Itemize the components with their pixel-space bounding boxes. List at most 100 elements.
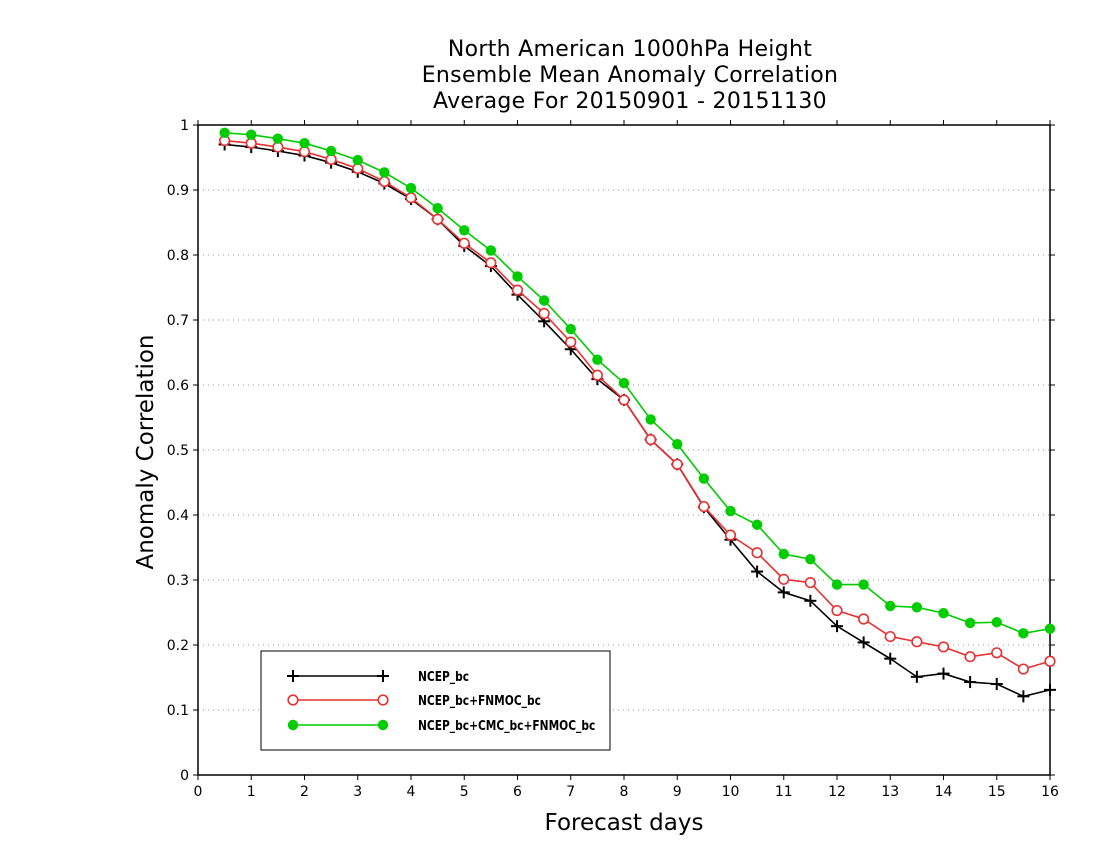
chart-title-line-3: Average For 20150901 - 20151130 [433, 89, 827, 114]
x-tick-label: 7 [566, 784, 575, 800]
legend-marker [287, 719, 299, 731]
data-point [565, 336, 577, 348]
data-point [645, 414, 656, 425]
x-tick-label: 1 [247, 784, 256, 800]
legend-marker [377, 719, 389, 731]
y-tick-label: 0.5 [167, 443, 189, 459]
data-point [459, 225, 470, 236]
data-point [538, 295, 550, 306]
x-axis-label: Forecast days [544, 810, 704, 836]
data-point [937, 641, 950, 653]
data-point [219, 127, 230, 138]
data-point [725, 505, 736, 517]
data-point [485, 257, 497, 269]
data-point [1018, 628, 1029, 639]
data-point [645, 434, 657, 446]
x-tick-label: 4 [407, 784, 416, 800]
data-point [458, 237, 470, 249]
legend-marker [287, 694, 299, 706]
data-point [964, 617, 976, 629]
legend: NCEP_bc NCEP_bc+FNMOC_bc NCEP_bc+CMC_bc+FN… [260, 650, 611, 751]
data-point [671, 458, 683, 470]
data-point [911, 602, 923, 613]
data-point [299, 138, 310, 149]
y-tick-label: 0.6 [167, 378, 189, 394]
data-point [805, 554, 816, 565]
data-point [804, 576, 816, 589]
x-tick-label: 12 [828, 784, 846, 800]
series-1 [219, 135, 1056, 675]
data-point [538, 307, 550, 320]
y-tick-label: 0.3 [167, 573, 189, 589]
data-point [964, 651, 976, 663]
data-point [1044, 655, 1056, 667]
data-point [485, 245, 497, 256]
data-point [884, 652, 897, 665]
x-tick-label: 13 [881, 784, 899, 800]
y-tick-label: 0.7 [167, 313, 189, 329]
data-point [432, 213, 444, 225]
data-point [884, 630, 896, 643]
data-point [1044, 683, 1056, 696]
data-point [565, 323, 576, 335]
data-point [246, 129, 257, 140]
data-point [511, 284, 524, 296]
y-tick-label: 1 [180, 118, 189, 134]
data-point [911, 636, 923, 648]
x-tick-label: 2 [300, 784, 309, 800]
y-tick-label: 0.9 [167, 183, 189, 199]
data-point [1017, 663, 1029, 675]
data-point [405, 182, 417, 194]
data-point [405, 192, 417, 204]
data-point [937, 667, 950, 680]
data-point [964, 676, 977, 689]
data-point [990, 678, 1003, 690]
x-tick-label: 10 [722, 784, 740, 800]
data-point [831, 604, 843, 617]
data-point [751, 547, 763, 559]
data-point [325, 145, 337, 157]
data-point [698, 473, 710, 484]
x-tick-label: 9 [673, 784, 682, 800]
data-point [858, 613, 870, 625]
data-point [991, 647, 1003, 659]
data-point [831, 579, 843, 590]
data-point [592, 354, 603, 365]
y-tick-label: 0.8 [167, 248, 189, 264]
legend-label: NCEP_bc [418, 669, 469, 685]
data-point [1017, 690, 1030, 703]
data-point [591, 369, 603, 381]
series-line [224, 132, 1051, 635]
series-2 [219, 127, 1056, 639]
y-tick-label: 0.2 [167, 638, 189, 654]
x-tick-label: 5 [460, 784, 469, 800]
data-point [778, 573, 790, 585]
chart-title-line-1: North American 1000hPa Height [447, 37, 813, 62]
y-tick-label: 0.1 [167, 703, 189, 719]
data-point [698, 500, 710, 513]
legend-marker [377, 670, 389, 682]
data-point [751, 519, 763, 530]
data-point [618, 394, 630, 406]
data-point [379, 167, 390, 178]
x-tick-label: 8 [620, 784, 629, 800]
legend-marker [377, 694, 389, 706]
y-tick-label: 0 [180, 768, 189, 784]
series-line [224, 139, 1051, 670]
x-tick-label: 11 [775, 784, 793, 800]
data-point [352, 154, 363, 166]
x-tick-label: 6 [513, 784, 522, 800]
data-point [751, 565, 764, 578]
x-tick-label: 3 [353, 784, 362, 800]
data-point [858, 579, 869, 590]
data-point [724, 529, 737, 541]
data-point [831, 620, 843, 633]
data-point [1044, 623, 1056, 634]
data-point [804, 594, 817, 607]
x-tick-label: 0 [194, 784, 203, 800]
legend-label: NCEP_bc+CMC_bc+FNMOC_bc [418, 718, 595, 734]
legend-label: NCEP_bc+FNMOC_bc [418, 693, 541, 709]
data-point [910, 670, 923, 683]
data-point [272, 133, 284, 144]
